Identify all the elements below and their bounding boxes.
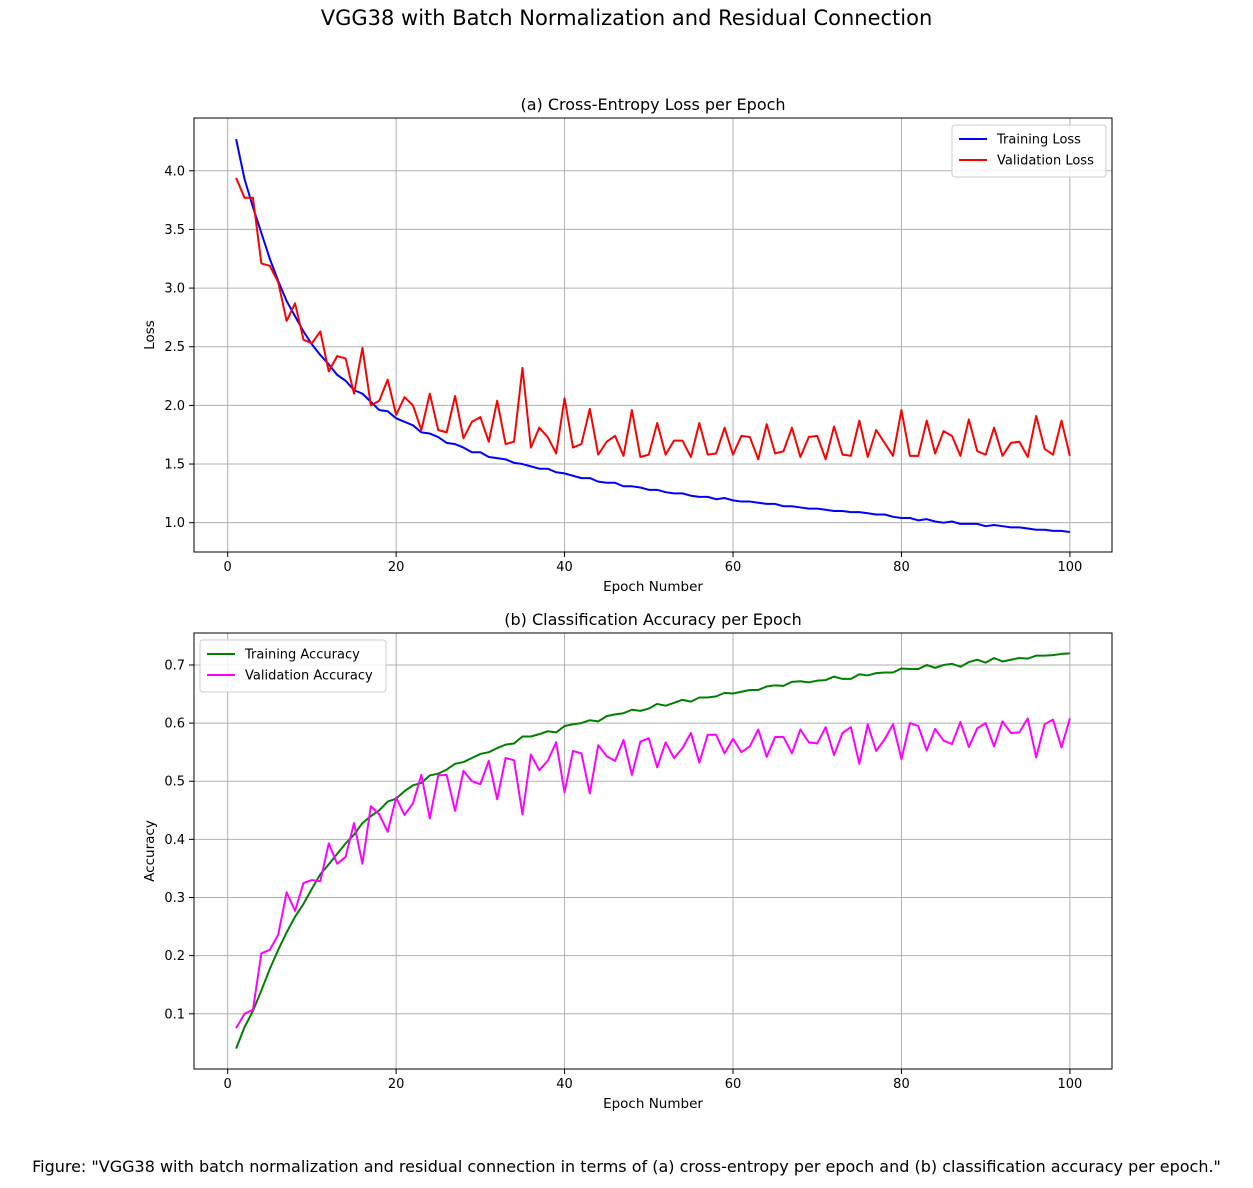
plot-frame	[193, 117, 1113, 553]
y-tick-label: 3.5	[164, 223, 185, 238]
y-tick-label: 4.0	[164, 164, 185, 179]
x-axis-label: Epoch Number	[603, 1096, 703, 1112]
x-tick-label: 60	[725, 560, 742, 575]
series-line-training-accuracy	[235, 652, 1070, 1050]
x-tick-label: 40	[556, 1077, 573, 1092]
plot-frame	[193, 632, 1113, 1070]
x-tick-label: 40	[556, 560, 573, 575]
x-tick-label: 20	[388, 560, 405, 575]
y-tick-label: 1.0	[164, 516, 185, 531]
legend: Training Loss Validation Loss	[951, 124, 1107, 178]
figure-caption: Figure: "VGG38 with batch normalization …	[32, 1157, 1221, 1176]
y-tick-label: 3.0	[164, 282, 185, 297]
chart-panel-2: 0 20 40 60 80 100 0.1 0.2 0.3 0.4 0.5 0.6 0.7 (b) Cla…	[142, 610, 1113, 1112]
chart-panel-1: 0 20 40 60 80 100 1.0 1.5 2.0 2.5 3.0 3.5 4.0 (a) Cro…	[142, 95, 1113, 595]
y-tick-label: 2.0	[164, 399, 185, 414]
chart-title: (a) Cross-Entropy Loss per Epoch	[520, 95, 785, 114]
legend-entry: Validation Accuracy	[245, 669, 373, 684]
x-tick-label: 100	[1057, 1077, 1082, 1092]
x-axis-label: Epoch Number	[603, 579, 703, 595]
x-tick-label: 0	[224, 1077, 232, 1092]
chart-title: (b) Classification Accuracy per Epoch	[504, 610, 801, 629]
series-line-training-loss	[235, 138, 1071, 534]
y-tick-label: 0.2	[164, 949, 185, 964]
legend-entry: Training Accuracy	[244, 648, 360, 663]
x-tick-label: 20	[388, 1077, 405, 1092]
y-tick-label: 0.1	[164, 1007, 185, 1022]
x-tick-label: 100	[1057, 560, 1082, 575]
series-line-validation-loss	[235, 177, 1071, 461]
x-tick-label: 60	[725, 1077, 742, 1092]
x-tick-label: 80	[893, 1077, 910, 1092]
y-axis-label: Accuracy	[142, 820, 158, 882]
y-tick-label: 0.4	[164, 833, 185, 848]
y-tick-label: 2.5	[164, 340, 185, 355]
x-tick-label: 80	[893, 560, 910, 575]
figure-title: VGG38 with Batch Normalization and Resid…	[320, 6, 933, 30]
y-tick-label: 0.7	[164, 658, 185, 673]
y-tick-label: 0.3	[164, 891, 185, 906]
y-axis-label: Loss	[142, 320, 158, 350]
legend-entry: Training Loss	[996, 133, 1081, 148]
y-tick-label: 1.5	[164, 458, 185, 473]
legend-box	[951, 124, 1107, 178]
y-tick-label: 0.5	[164, 775, 185, 790]
legend-box	[199, 639, 387, 693]
x-tick-label: 0	[224, 560, 232, 575]
y-tick-label: 0.6	[164, 717, 185, 732]
legend-entry: Validation Loss	[997, 154, 1094, 169]
legend: Training Accuracy Validation Accuracy	[199, 639, 387, 693]
series-line-validation-accuracy	[235, 717, 1071, 1029]
